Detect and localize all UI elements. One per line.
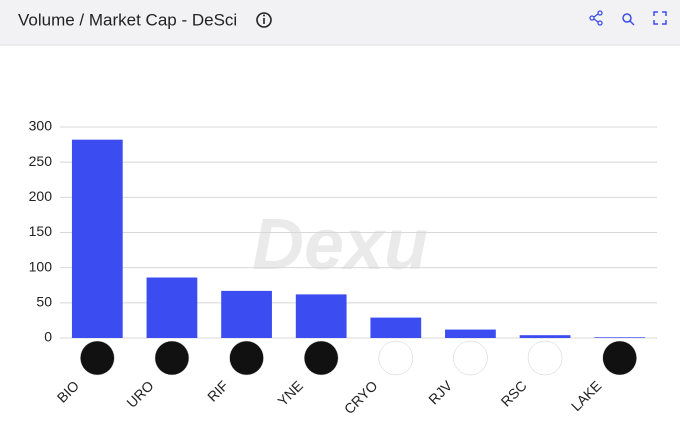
token-icon [154, 340, 190, 376]
watermark: Dexu [252, 205, 428, 285]
y-tick-label: 150 [29, 223, 53, 239]
chart-title: Volume / Market Cap - DeSci [18, 10, 237, 29]
x-tick-label: YNE [274, 377, 306, 409]
info-icon[interactable] [256, 12, 272, 28]
y-tick-label: 200 [29, 188, 53, 204]
share-icon[interactable] [589, 10, 603, 26]
bar [445, 329, 496, 338]
x-tick-label: RJV [425, 377, 455, 407]
bar [146, 277, 198, 338]
bar [71, 139, 123, 338]
bar [519, 335, 571, 338]
bar [370, 317, 422, 338]
token-icon [303, 340, 339, 376]
y-tick-label: 250 [29, 153, 53, 169]
bar [221, 290, 272, 338]
y-tick-label: 50 [36, 294, 52, 310]
y-tick-label: 100 [29, 258, 53, 274]
token-icon [229, 340, 264, 376]
fullscreen-icon[interactable] [653, 11, 667, 25]
token-icon [527, 340, 563, 376]
x-tick-label: LAKE [568, 377, 605, 414]
bar [295, 294, 347, 338]
y-tick-label: 300 [29, 118, 53, 134]
zoom-icon[interactable] [622, 13, 635, 26]
token-icon [80, 340, 115, 376]
x-tick-label: BIO [54, 377, 82, 405]
bar [594, 337, 646, 338]
x-tick-label: CRYO [341, 377, 381, 417]
y-tick-label: 0 [44, 329, 52, 345]
x-tick-label: URO [123, 377, 156, 410]
x-tick-label: RSC [498, 377, 530, 409]
x-tick-label: RIF [204, 377, 231, 404]
token-icon [378, 340, 414, 376]
header [0, 0, 680, 45]
token-icon [602, 340, 637, 376]
token-icon [453, 340, 488, 376]
